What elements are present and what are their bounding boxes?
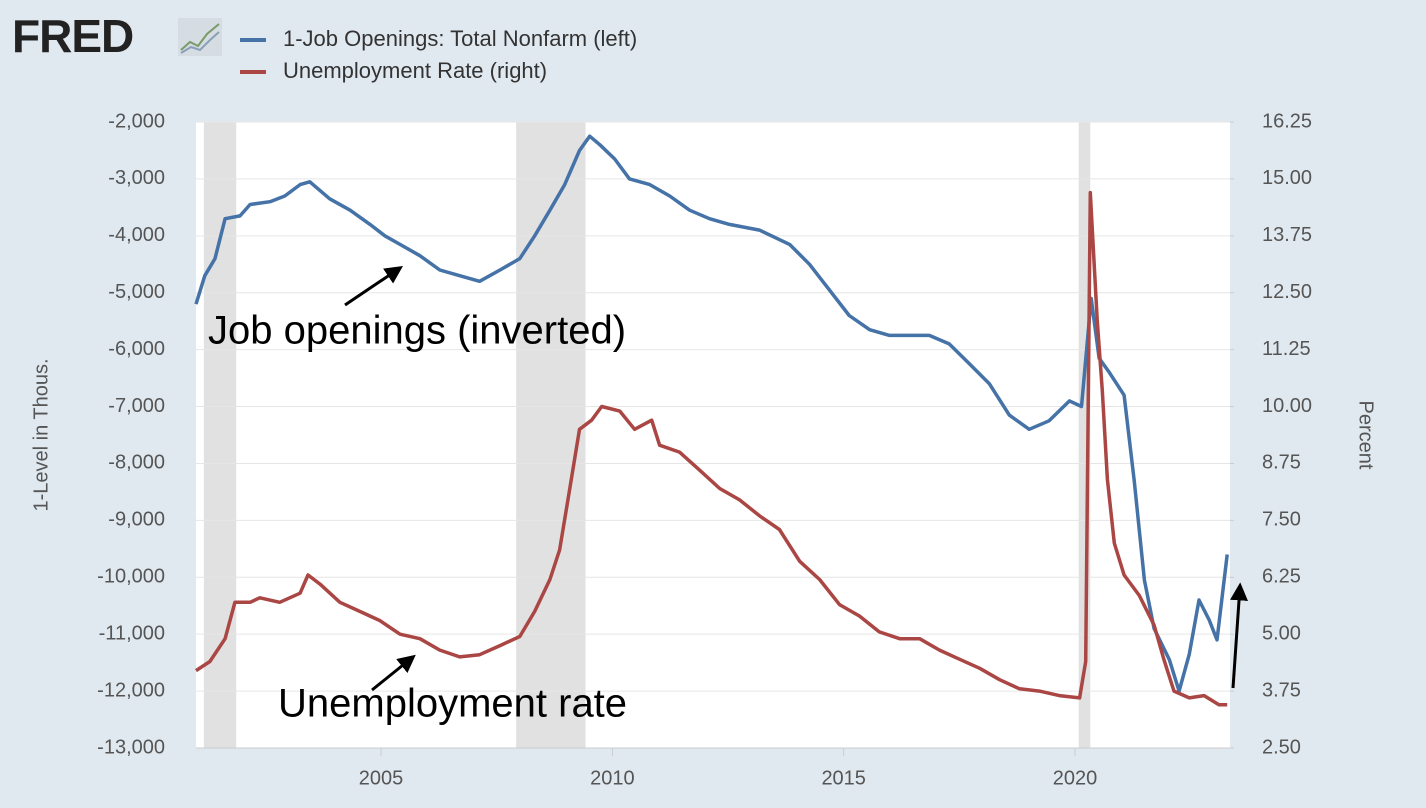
brand-logo: FRED	[12, 10, 133, 62]
y-tick-label: -3,000	[108, 167, 165, 189]
y2-tick-label: 11.25	[1262, 338, 1311, 360]
y-tick-label: -13,000	[97, 736, 165, 758]
annotation-arrow	[371, 654, 416, 692]
annotation: Unemployment rate	[278, 682, 627, 726]
series-line	[194, 134, 1229, 693]
y-tick-label: -10,000	[97, 566, 165, 588]
recession-band	[1078, 122, 1091, 748]
y2-tick-label: 7.50	[1262, 509, 1301, 531]
annotation: Job openings (inverted)	[208, 309, 626, 353]
y2-tick-label: 2.50	[1262, 736, 1301, 758]
y-tick-label: -2,000	[108, 110, 165, 132]
y-tick-label: -5,000	[108, 281, 165, 303]
y2-tick-label: 5.00	[1262, 622, 1301, 644]
x-tick-label: 2005	[359, 767, 404, 789]
annotation-arrow	[344, 265, 403, 307]
legend-label: 1-Job Openings: Total Nonfarm (left)	[283, 26, 637, 51]
y-tick-label: -8,000	[108, 452, 165, 474]
annotation-arrow	[1230, 582, 1248, 689]
x-tick-label: 2010	[590, 767, 635, 789]
y2-tick-label: 8.75	[1262, 452, 1301, 474]
y2-tick-label: 12.50	[1262, 281, 1312, 303]
legend-label: Unemployment Rate (right)	[283, 58, 547, 83]
y-tick-label: -4,000	[108, 224, 165, 246]
y-tick-label: -12,000	[97, 679, 165, 701]
y-tick-label: -7,000	[108, 395, 165, 417]
y2-tick-label: 10.00	[1262, 395, 1312, 417]
y2-tick-label: 15.00	[1262, 167, 1312, 189]
y-tick-label: -11,000	[99, 622, 165, 644]
y2-tick-label: 13.75	[1262, 224, 1312, 246]
series-line	[195, 190, 1228, 707]
x-tick-label: 2020	[1053, 767, 1098, 789]
y-tick-label: -9,000	[108, 509, 165, 531]
logo-icon	[178, 18, 222, 56]
y-axis-label: 1-Level in Thous.	[30, 358, 52, 511]
y2-axis-label: Percent	[1355, 401, 1377, 470]
y2-tick-label: 6.25	[1262, 566, 1301, 588]
y2-tick-label: 16.25	[1262, 110, 1312, 132]
x-tick-label: 2015	[821, 767, 866, 789]
y2-tick-label: 3.75	[1262, 679, 1301, 701]
recession-band	[516, 122, 586, 748]
plot-area	[196, 122, 1230, 748]
y-tick-label: -6,000	[108, 338, 165, 360]
